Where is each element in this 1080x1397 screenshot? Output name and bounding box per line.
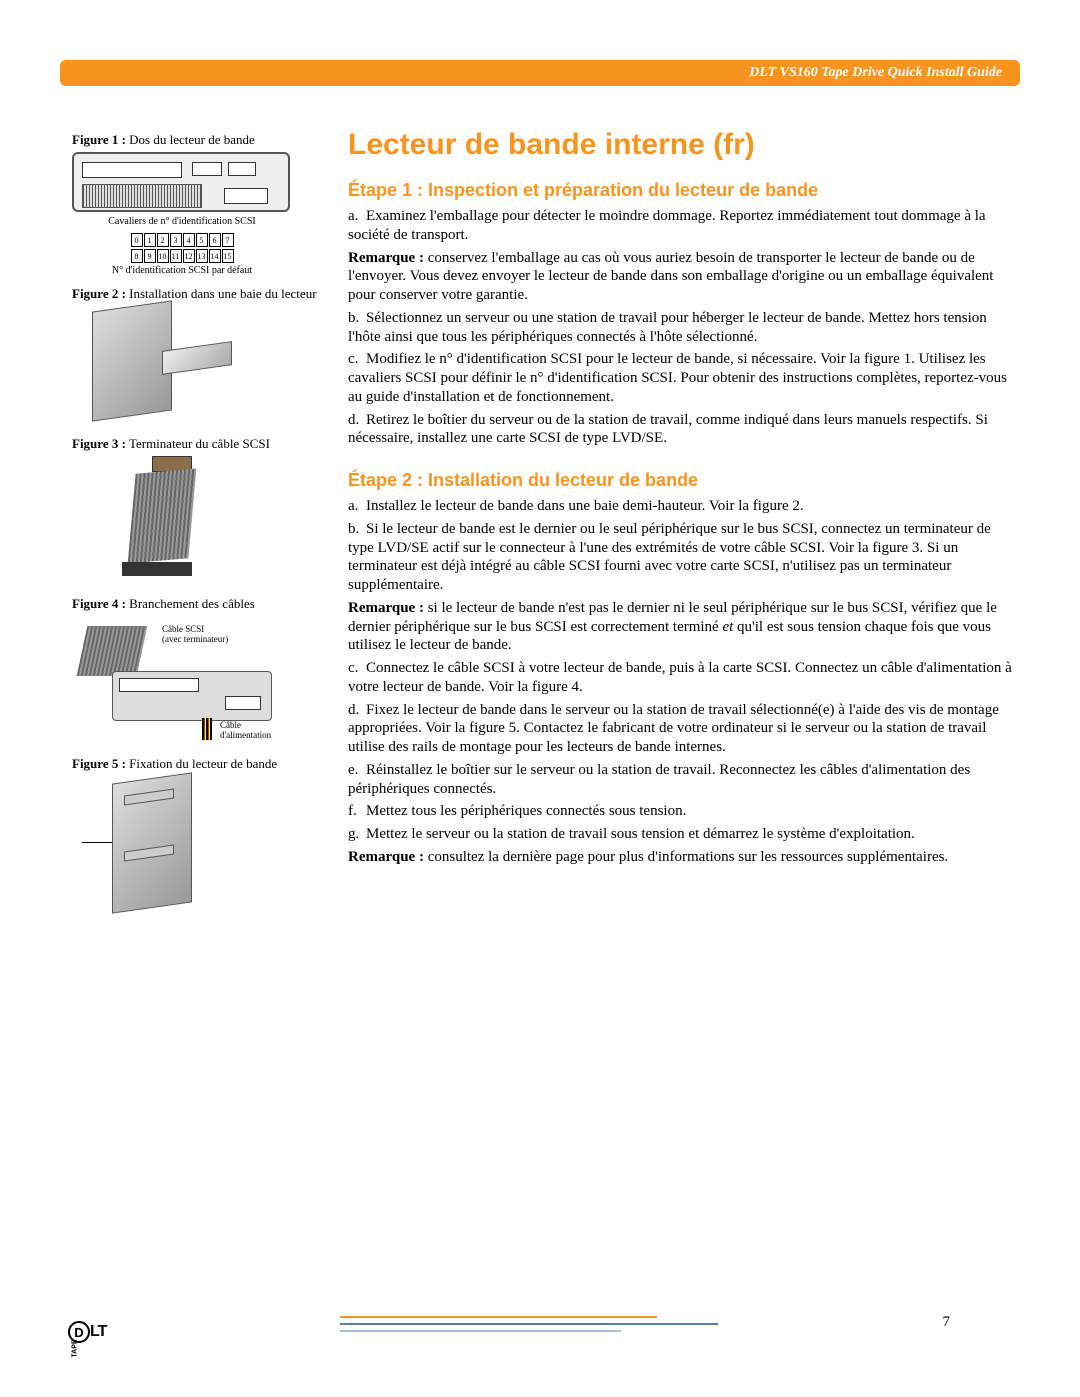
step1-rem1-text: conservez l'emballage au cas où vous aur… [348,250,993,304]
figure-3-illustration [72,456,292,586]
logo-tape: TAPE [72,1339,79,1357]
step2-c: c.Connectez le câble SCSI à votre lecteu… [348,659,1018,697]
step2-rem1-em: et [722,619,733,635]
step2-d: d.Fixez le lecteur de bande dans le serv… [348,701,1018,757]
page-title: Lecteur de bande interne (fr) [348,128,1018,162]
scsi-id: 5 [196,233,208,247]
step2-rem1: Remarque : si le lecteur de bande n'est … [348,599,1018,655]
step2-b: b.Si le lecteur de bande est le dernier … [348,520,1018,595]
step1-d-text: Retirez le boîtier du serveur ou de la s… [348,412,988,447]
figure-4-lbl2: Câble [220,720,241,730]
step2-g: g.Mettez le serveur ou la station de tra… [348,825,1018,844]
figure-1-illustration: Cavaliers de n° d'identification SCSI 01… [72,152,292,276]
step1-heading: Étape 1 : Inspection et préparation du l… [348,180,1018,201]
scsi-id: 14 [209,249,221,263]
footer: DLTTAPE 7 [60,1307,1020,1347]
step2-rem1-label: Remarque : [348,600,424,616]
header-title: DLT VS160 Tape Drive Quick Install Guide [749,65,1002,81]
step1-rem1-label: Remarque : [348,250,424,266]
figure-5-caption: Figure 5 : Fixation du lecteur de bande [72,756,332,772]
scsi-id: 0 [131,233,143,247]
figure-1-sub1: Cavaliers de n° d'identification SCSI [72,216,292,227]
step1-c-text: Modifiez le n° d'identification SCSI pou… [348,351,1007,405]
figure-4-caption: Figure 4 : Branchement des câbles [72,596,332,612]
page-number: 7 [943,1314,951,1331]
step2-rem2-label: Remarque : [348,849,424,865]
scsi-id: 7 [222,233,234,247]
step2-b-text: Si le lecteur de bande est le dernier ou… [348,521,991,593]
step1-rem1: Remarque : conservez l'emballage au cas … [348,249,1018,305]
scsi-id: 2 [157,233,169,247]
figure-2-caption: Figure 2 : Installation dans une baie du… [72,286,332,302]
scsi-ids-bot: 89101112131415 [72,249,292,263]
figure-2-text: Installation dans une baie du lecteur [129,286,316,301]
step2-e-text: Réinstallez le boîtier sur le serveur ou… [348,762,970,797]
footer-lines: 7 [340,1316,950,1337]
scsi-id: 13 [196,249,208,263]
step2-g-text: Mettez le serveur ou la station de trava… [366,826,915,842]
step1-b: b.Sélectionnez un serveur ou une station… [348,309,1018,347]
scsi-id: 12 [183,249,195,263]
figure-4-lbl1b: (avec terminateur) [162,634,228,644]
scsi-id: 8 [131,249,143,263]
figure-5-label: Figure 5 : [72,756,126,771]
figures-column: Figure 1 : Dos du lecteur de bande Caval… [72,132,332,934]
scsi-id: 1 [144,233,156,247]
step2-rem2: Remarque : consultez la dernière page po… [348,848,1018,867]
step1-d: d.Retirez le boîtier du serveur ou de la… [348,411,1018,449]
scsi-id: 10 [157,249,169,263]
step2-heading: Étape 2 : Installation du lecteur de ban… [348,470,1018,491]
figure-4-text: Branchement des câbles [129,596,255,611]
scsi-id: 11 [170,249,182,263]
scsi-id: 4 [183,233,195,247]
step1-a: a.Examinez l'emballage pour détecter le … [348,207,1018,245]
figure-1-caption: Figure 1 : Dos du lecteur de bande [72,132,332,148]
step1-c: c.Modifiez le n° d'identification SCSI p… [348,350,1018,406]
figure-1-text: Dos du lecteur de bande [129,132,255,147]
scsi-id: 15 [222,249,234,263]
footer-line-orange [340,1316,657,1318]
scsi-id: 6 [209,233,221,247]
figure-2-label: Figure 2 : [72,286,126,301]
figure-2-illustration [72,306,292,426]
step2-e: e.Réinstallez le boîtier sur le serveur … [348,761,1018,799]
figure-5-illustration [72,778,292,928]
step1-a-text: Examinez l'emballage pour détecter le mo… [348,208,986,243]
step2-c-text: Connectez le câble SCSI à votre lecteur … [348,660,1012,695]
figure-4-label: Figure 4 : [72,596,126,611]
step2-f: f.Mettez tous les périphériques connecté… [348,802,1018,821]
logo-lt: LT [90,1323,106,1340]
figure-5-text: Fixation du lecteur de bande [129,756,277,771]
step2-a-text: Installez le lecteur de bande dans une b… [366,498,804,514]
figure-1-label: Figure 1 : [72,132,126,147]
footer-line-blue [340,1323,718,1325]
scsi-id: 9 [144,249,156,263]
content-column: Lecteur de bande interne (fr) Étape 1 : … [348,128,1018,871]
figure-4-lbl2b: d'alimentation [220,730,271,740]
step1-b-text: Sélectionnez un serveur ou une station d… [348,310,987,345]
step2-rem2-text: consultez la dernière page pour plus d'i… [428,849,948,865]
figure-1-sub2: N° d'identification SCSI par défaut [72,265,292,276]
figure-4-illustration: Câble SCSI (avec terminateur) Câble d'al… [72,616,292,746]
scsi-ids-top: 01234567 [72,233,292,247]
dlt-logo: DLTTAPE [68,1321,124,1343]
figure-4-lbl1: Câble SCSI [162,624,204,634]
step2-a: a.Installez le lecteur de bande dans une… [348,497,1018,516]
scsi-id: 3 [170,233,182,247]
step2-d-text: Fixez le lecteur de bande dans le serveu… [348,702,999,756]
header-bar: DLT VS160 Tape Drive Quick Install Guide [60,60,1020,86]
step2-f-text: Mettez tous les périphériques connectés … [366,803,686,819]
footer-line-lightblue [340,1330,621,1332]
